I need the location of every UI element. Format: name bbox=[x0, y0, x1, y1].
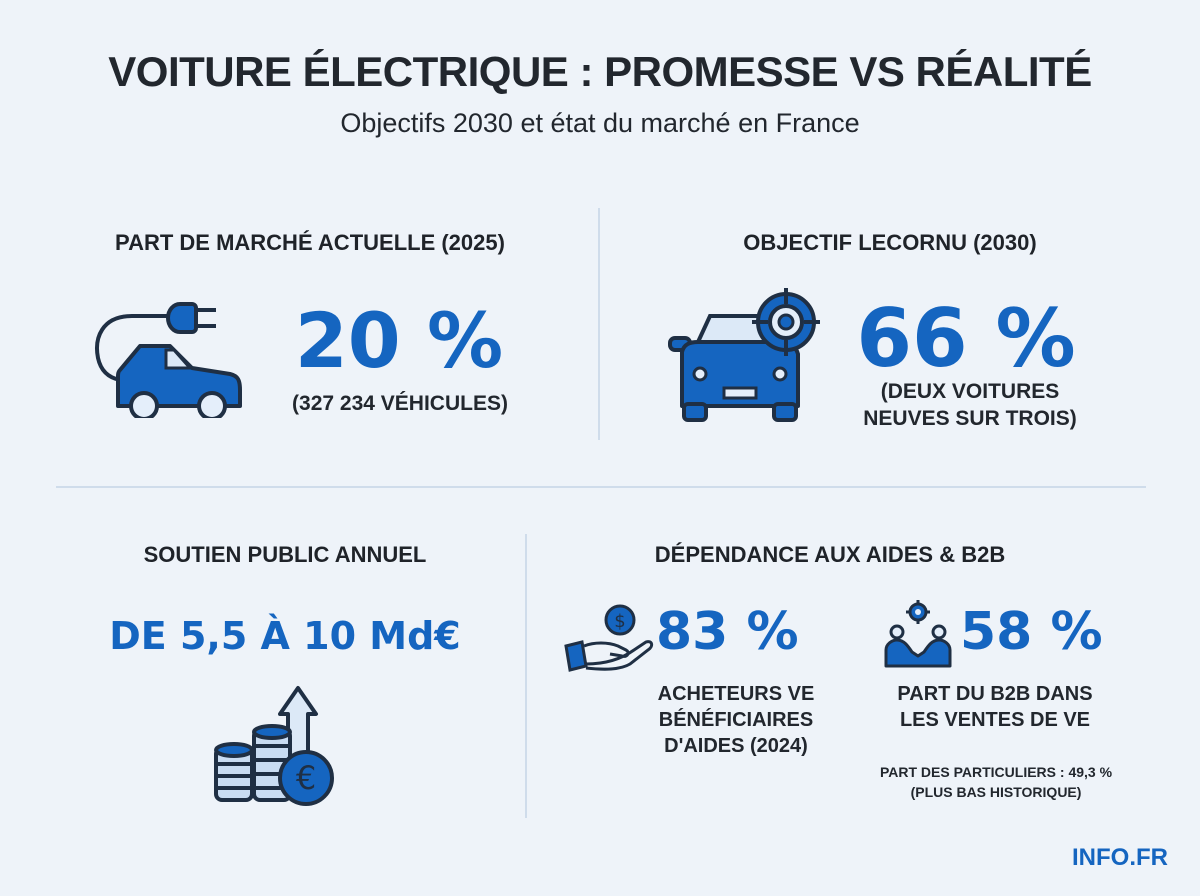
divider-vertical-top bbox=[598, 208, 600, 440]
b2b-caption-line1: PART DU B2B DANS bbox=[897, 683, 1093, 705]
b2b-value: 58 % bbox=[960, 602, 1103, 662]
brand-logo: INFO.FR bbox=[1072, 844, 1168, 871]
svg-text:$: $ bbox=[614, 611, 625, 632]
target-value: 66 % bbox=[856, 292, 1076, 385]
market-share-value: 20 % bbox=[294, 296, 504, 385]
aid-caption-line2: BÉNÉFICIAIRES bbox=[658, 709, 814, 731]
aid-caption-line3: D'AIDES (2024) bbox=[664, 735, 808, 757]
divider-horizontal bbox=[56, 486, 1146, 488]
page-title: VOITURE ÉLECTRIQUE : PROMESSE VS RÉALITÉ bbox=[108, 48, 1092, 95]
aid-caption-line1: ACHETEURS VE bbox=[657, 683, 815, 705]
target-caption-line1: (DEUX VOITURES bbox=[880, 380, 1060, 403]
coins-euro-growth-icon: € bbox=[212, 684, 336, 812]
svg-text:€: € bbox=[296, 759, 316, 797]
b2b-caption-line2: LES VENTES DE VE bbox=[899, 709, 1091, 731]
market-share-caption: (327 234 VÉHICULES) bbox=[292, 392, 508, 415]
page-subtitle: Objectifs 2030 et état du marché en Fran… bbox=[340, 108, 860, 138]
electric-car-plug-icon bbox=[92, 298, 247, 422]
dependence-heading: DÉPENDANCE AUX AIDES & B2B bbox=[654, 542, 1006, 567]
market-share-heading: PART DE MARCHÉ ACTUELLE (2025) bbox=[115, 230, 505, 255]
private-share-note-line1: PART DES PARTICULIERS : 49,3 % bbox=[879, 764, 1113, 780]
hand-coin-icon: $ bbox=[564, 602, 654, 678]
target-caption-line2: NEUVES SUR TROIS) bbox=[863, 407, 1077, 430]
public-support-heading: SOUTIEN PUBLIC ANNUEL bbox=[143, 542, 427, 567]
business-handshake-gear-icon bbox=[884, 600, 954, 674]
public-support-value: DE 5,5 À 10 Md€ bbox=[109, 614, 461, 658]
car-target-icon bbox=[668, 286, 828, 426]
divider-vertical-bottom bbox=[525, 534, 527, 818]
target-heading: OBJECTIF LECORNU (2030) bbox=[743, 230, 1037, 255]
aid-value: 83 % bbox=[656, 602, 799, 662]
private-share-note-line2: (PLUS BAS HISTORIQUE) bbox=[910, 784, 1082, 800]
